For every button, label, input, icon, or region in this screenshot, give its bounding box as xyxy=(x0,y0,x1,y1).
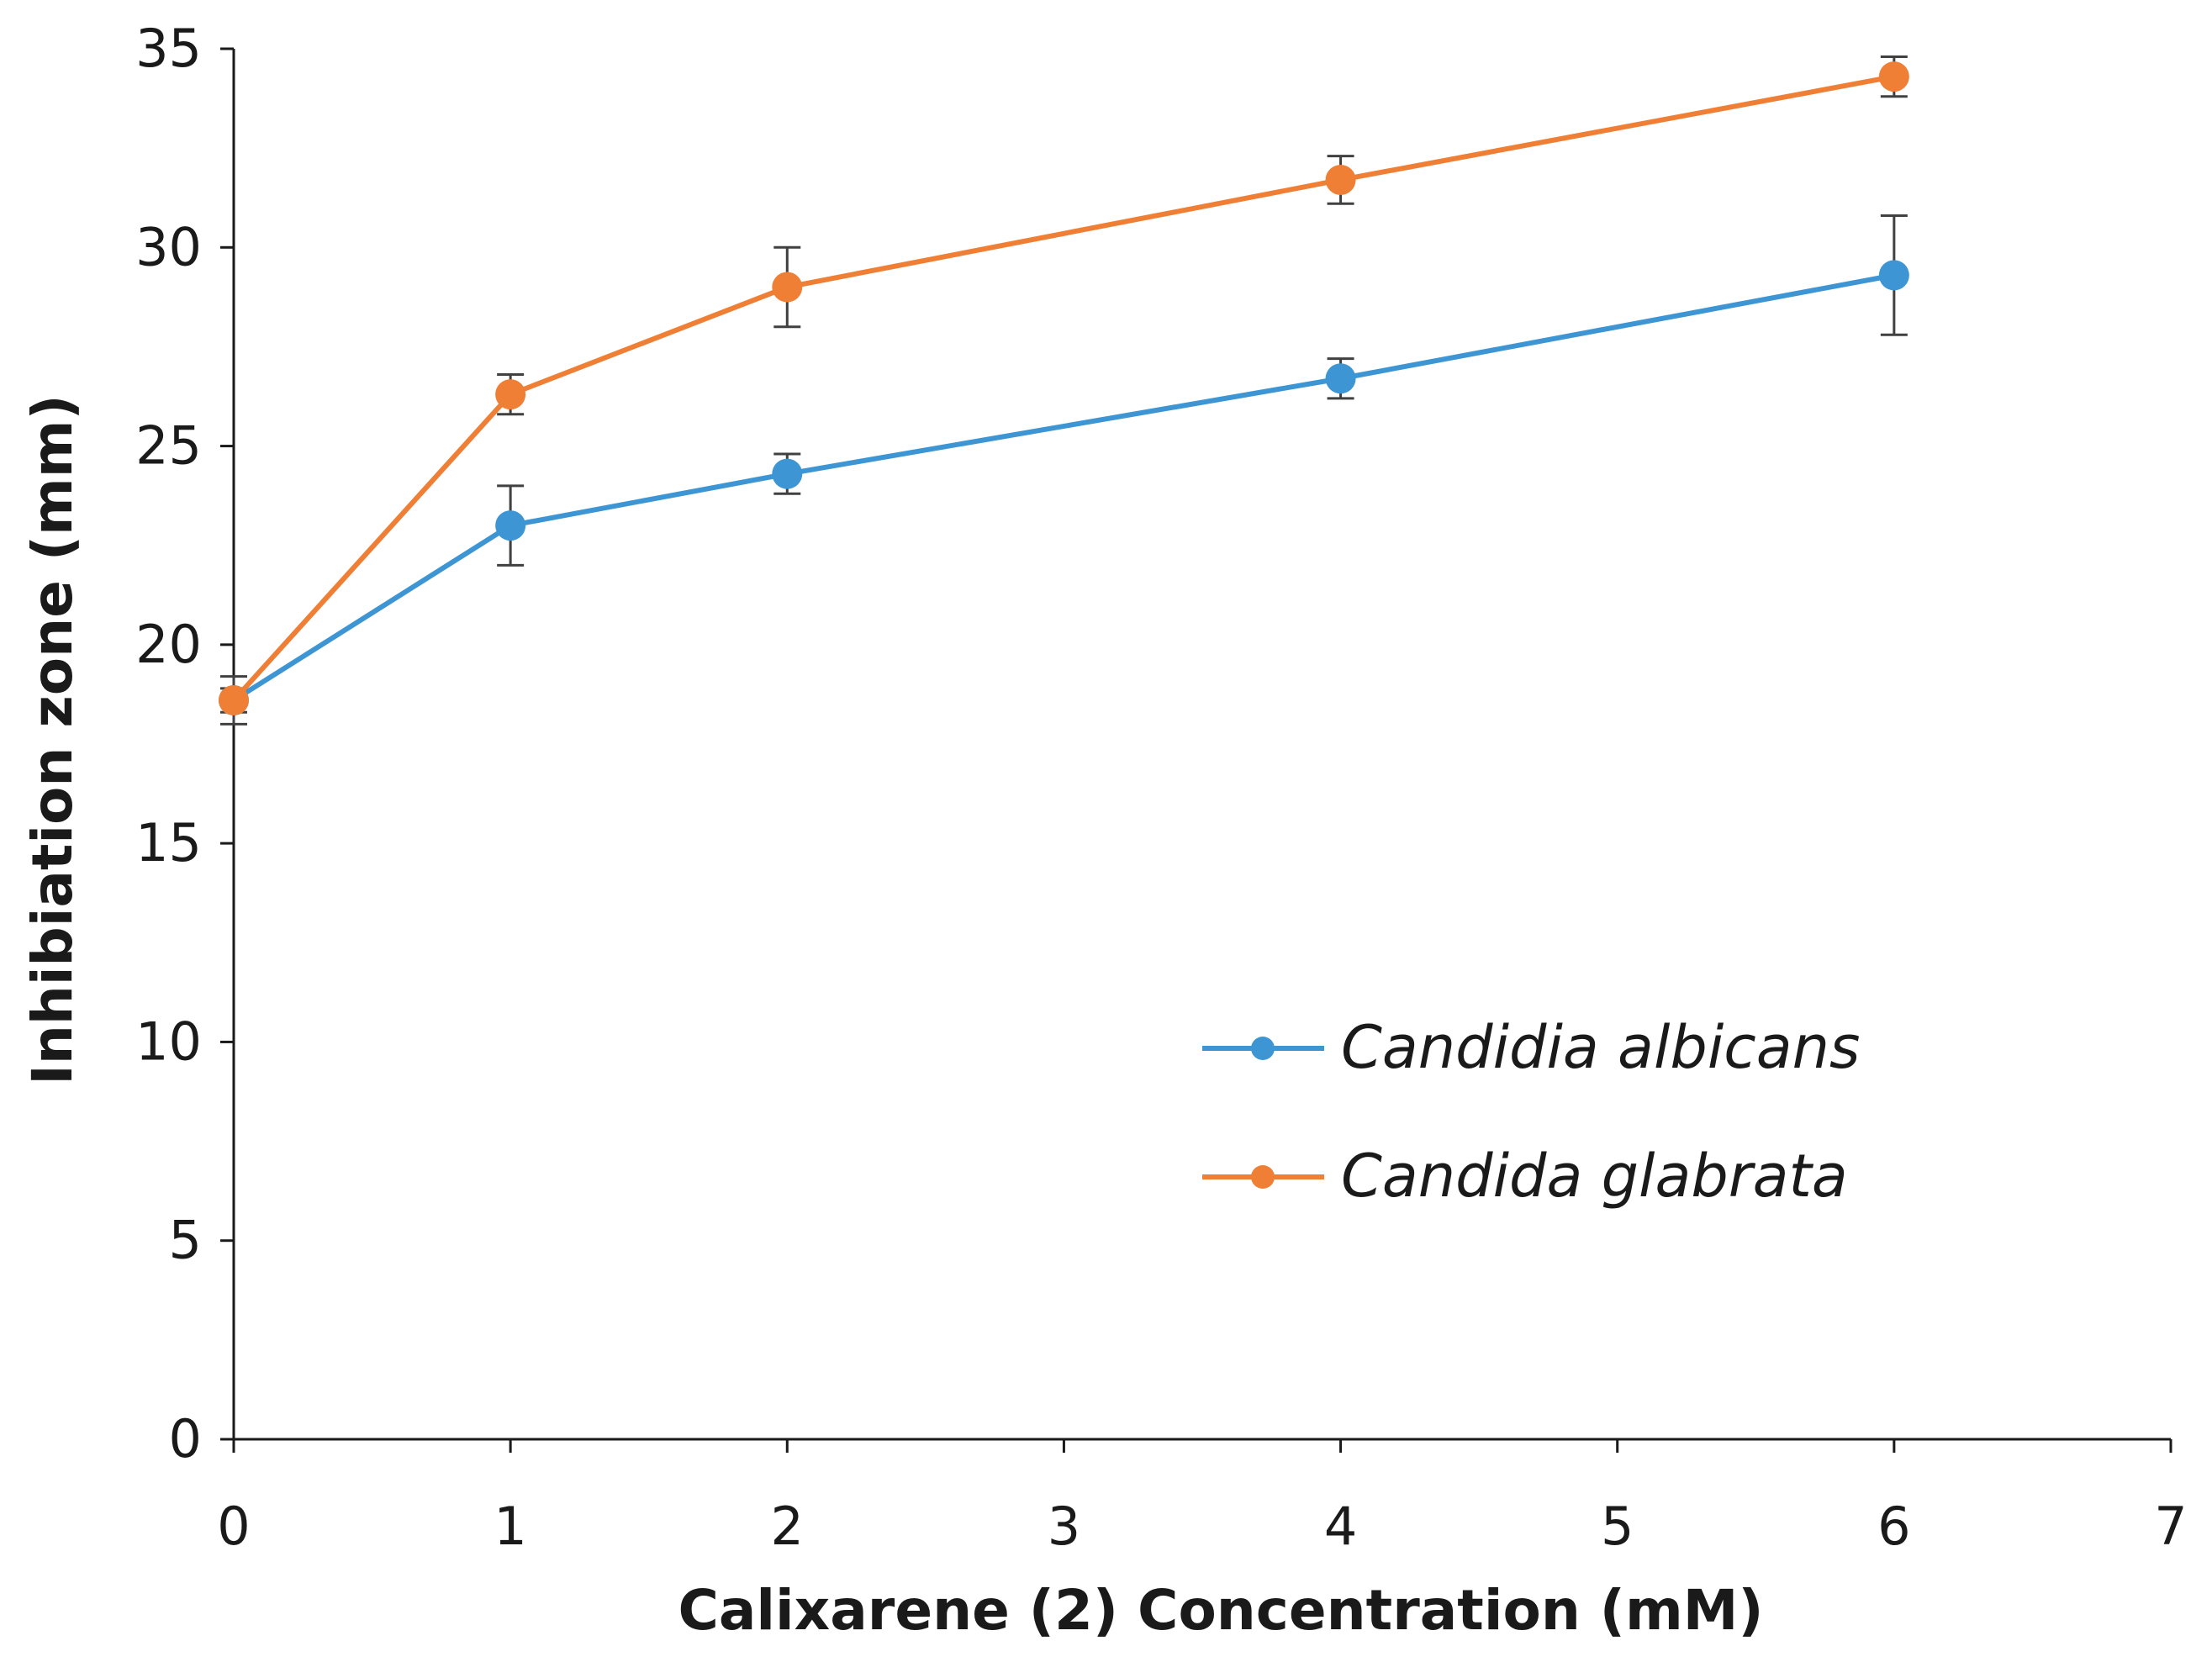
series-line xyxy=(231,74,1895,703)
data-point xyxy=(495,510,526,541)
x-tick-label: 5 xyxy=(1601,1496,1634,1557)
x-tick-label: 3 xyxy=(1048,1496,1080,1557)
x-tick-label: 4 xyxy=(1324,1496,1357,1557)
legend-item-glabrata: Candida glabrata xyxy=(1202,1142,1848,1211)
x-tick-label: 2 xyxy=(771,1496,804,1557)
data-point xyxy=(772,458,803,489)
x-axis-title: Calixarene (2) Concentration (mM) xyxy=(678,1578,1763,1643)
data-point xyxy=(772,272,803,303)
y-tick-label: 35 xyxy=(135,18,202,79)
y-tick-label: 5 xyxy=(169,1210,202,1271)
x-tick-label: 7 xyxy=(2154,1496,2187,1557)
legend-label-albicans: Candidia albicans xyxy=(1341,1013,1861,1082)
axes xyxy=(232,49,2171,1441)
x-tick-label: 1 xyxy=(494,1496,526,1557)
x-tick-label: 6 xyxy=(1877,1496,1910,1557)
data-point xyxy=(1878,260,1909,291)
series-layer xyxy=(219,55,1909,726)
series-albicans xyxy=(219,214,1909,716)
data-point xyxy=(1878,61,1909,92)
data-point xyxy=(1325,363,1356,394)
x-tick-label: 0 xyxy=(217,1496,250,1557)
legend-label-glabrata: Candida glabrata xyxy=(1341,1142,1848,1211)
y-tick-label: 0 xyxy=(169,1408,202,1470)
y-tick-label: 20 xyxy=(135,614,202,675)
legend-marker-glabrata xyxy=(1251,1165,1275,1189)
y-tick-label: 25 xyxy=(135,415,202,477)
y-tick-label: 15 xyxy=(135,812,202,873)
y-tick-label: 30 xyxy=(135,216,202,277)
legend-marker-albicans xyxy=(1251,1037,1275,1060)
legend-item-albicans: Candidia albicans xyxy=(1202,1013,1861,1082)
data-point xyxy=(1325,164,1356,195)
series-glabrata xyxy=(219,55,1909,726)
data-point xyxy=(495,379,526,410)
legend: Candidia albicans Candida glabrata xyxy=(1202,1013,1861,1211)
data-point xyxy=(219,685,249,716)
y-tick-label: 10 xyxy=(135,1010,202,1072)
y-axis-title: Inhibiation zone (mm) xyxy=(20,394,85,1084)
series-line xyxy=(232,272,1895,703)
ticks: 0 5 10 15 20 25 30 35 0 1 2 3 4 5 6 7 xyxy=(135,18,2188,1557)
